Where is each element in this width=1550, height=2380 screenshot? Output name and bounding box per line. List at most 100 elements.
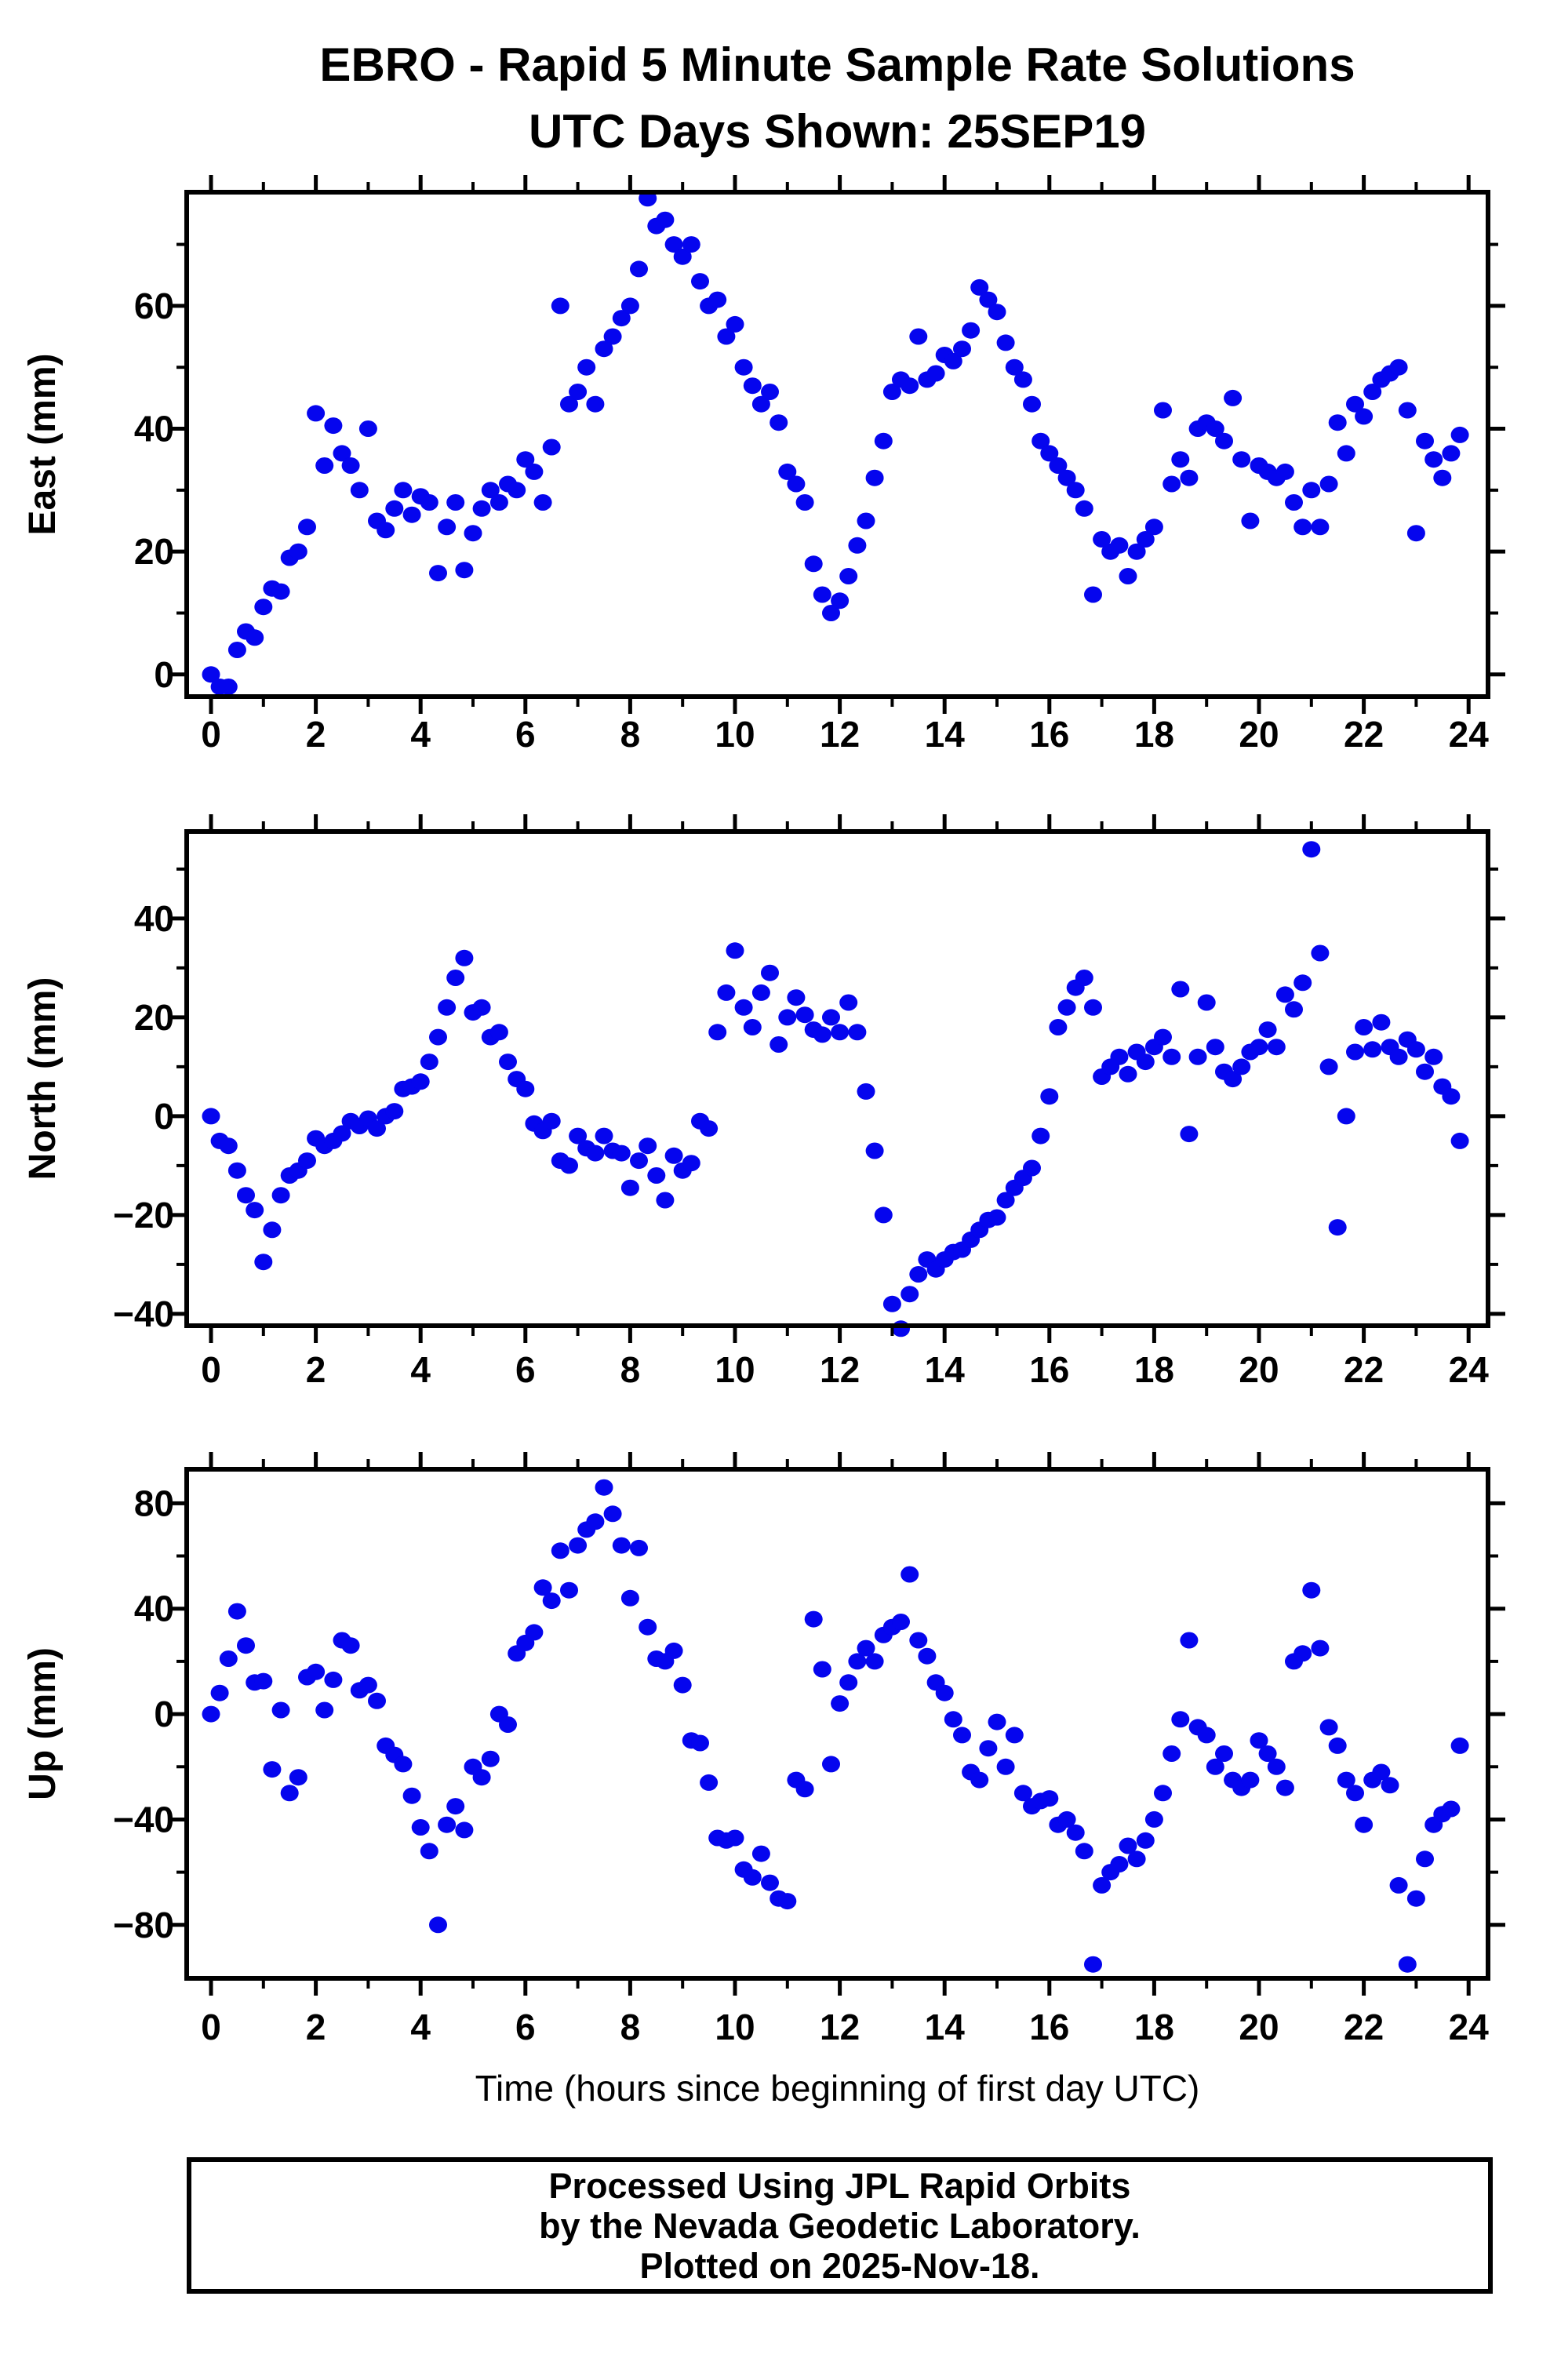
up-data-point bbox=[1144, 1810, 1163, 1828]
up-ytick-label: −80 bbox=[113, 1905, 174, 1945]
up-data-point bbox=[1319, 1719, 1338, 1736]
north-data-point bbox=[1302, 841, 1321, 858]
north-data-point bbox=[882, 1295, 901, 1312]
up-data-point bbox=[402, 1787, 421, 1804]
up-data-point bbox=[219, 1650, 238, 1667]
east-xtick-label: 14 bbox=[925, 714, 966, 755]
east-data-point bbox=[1406, 525, 1425, 542]
up-data-point bbox=[620, 1589, 639, 1607]
north-data-point bbox=[892, 1320, 910, 1337]
east-data-point bbox=[358, 420, 377, 437]
up-data-point bbox=[795, 1781, 814, 1798]
north-ytick-label: 40 bbox=[134, 898, 174, 939]
east-data-point bbox=[472, 500, 491, 517]
up-data-point bbox=[254, 1672, 273, 1690]
up-data-point bbox=[988, 1713, 1006, 1730]
north-data-point bbox=[298, 1152, 316, 1170]
north-data-point bbox=[682, 1155, 700, 1172]
east-data-point bbox=[831, 592, 850, 610]
up-xtick-label: 16 bbox=[1029, 2007, 1069, 2047]
east-data-point bbox=[717, 328, 736, 345]
north-data-point bbox=[411, 1073, 430, 1090]
up-data-point bbox=[499, 1716, 517, 1733]
east-data-point bbox=[1285, 494, 1303, 511]
north-data-point bbox=[770, 1036, 788, 1053]
up-data-point bbox=[612, 1537, 631, 1554]
east-frame bbox=[184, 190, 1490, 699]
east-data-point bbox=[1084, 586, 1102, 603]
north-data-point bbox=[909, 1266, 928, 1283]
north-data-point bbox=[630, 1152, 648, 1170]
east-data-point bbox=[525, 463, 544, 480]
east-data-point bbox=[455, 562, 474, 579]
east-data-point bbox=[1040, 445, 1059, 462]
east-data-point bbox=[1215, 432, 1233, 449]
east-data-point bbox=[289, 543, 307, 560]
east-data-point bbox=[770, 414, 788, 431]
east-data-point bbox=[865, 469, 884, 486]
east-data-point bbox=[996, 334, 1015, 351]
east-data-point bbox=[324, 417, 343, 435]
east-data-point bbox=[271, 583, 290, 600]
north-data-point bbox=[455, 949, 474, 966]
up-data-point bbox=[551, 1542, 569, 1559]
up-axis-title: Up (mm) bbox=[22, 1647, 64, 1800]
north-xtick-label: 2 bbox=[306, 1349, 326, 1390]
up-ytick-label: 0 bbox=[154, 1694, 174, 1734]
east-data-point bbox=[751, 395, 770, 413]
north-data-point bbox=[1162, 1048, 1181, 1065]
east-data-point bbox=[1311, 519, 1330, 536]
up-data-point bbox=[1372, 1763, 1391, 1781]
up-data-point bbox=[1442, 1800, 1461, 1818]
up-data-point bbox=[1206, 1758, 1224, 1775]
north-data-point bbox=[1057, 999, 1076, 1016]
east-xtick-label: 18 bbox=[1134, 714, 1174, 755]
up-data-point bbox=[1013, 1785, 1032, 1802]
east-data-point bbox=[586, 395, 605, 413]
up-data-point bbox=[1084, 1956, 1102, 1973]
up-data-point bbox=[1346, 1785, 1364, 1802]
up-data-point bbox=[525, 1624, 544, 1641]
north-data-point bbox=[1450, 1132, 1469, 1149]
north-data-point bbox=[743, 1019, 762, 1035]
east-data-point bbox=[734, 358, 753, 376]
east-data-point bbox=[761, 384, 779, 400]
up-data-point bbox=[1171, 1711, 1190, 1728]
east-data-point bbox=[1013, 371, 1032, 388]
east-data-point bbox=[778, 463, 797, 480]
east-xtick-label: 6 bbox=[515, 714, 536, 755]
up-data-point bbox=[569, 1537, 588, 1554]
north-data-point bbox=[219, 1137, 238, 1155]
east-data-point bbox=[962, 322, 981, 339]
east-xtick-label: 10 bbox=[715, 714, 755, 755]
north-data-point bbox=[263, 1221, 282, 1239]
north-data-point bbox=[874, 1206, 893, 1224]
east-data-point bbox=[813, 586, 831, 603]
up-data-point bbox=[813, 1661, 831, 1678]
up-data-point bbox=[778, 1893, 797, 1910]
up-xtick-label: 18 bbox=[1134, 2007, 1174, 2047]
up-data-point bbox=[857, 1639, 875, 1657]
east-xtick-label: 12 bbox=[820, 714, 860, 755]
up-data-point bbox=[1093, 1876, 1112, 1894]
north-data-point bbox=[1406, 1041, 1425, 1058]
up-xtick-label: 12 bbox=[820, 2007, 860, 2047]
north-data-point bbox=[717, 984, 736, 1001]
north-data-point bbox=[1180, 1126, 1199, 1143]
north-data-point bbox=[429, 1028, 447, 1046]
east-data-point bbox=[901, 377, 919, 395]
north-data-point bbox=[1416, 1063, 1434, 1080]
east-data-point bbox=[1433, 469, 1452, 486]
east-data-point bbox=[481, 482, 500, 499]
east-data-point bbox=[551, 297, 569, 315]
east-data-point bbox=[315, 457, 334, 474]
up-data-point bbox=[1258, 1745, 1277, 1762]
north-data-point bbox=[901, 1286, 919, 1303]
north-data-point bbox=[1346, 1043, 1364, 1061]
east-xtick-label: 0 bbox=[201, 714, 221, 755]
up-data-point bbox=[202, 1705, 220, 1723]
east-data-point bbox=[429, 565, 447, 582]
north-data-point bbox=[647, 1167, 666, 1184]
up-data-point bbox=[664, 1642, 683, 1659]
